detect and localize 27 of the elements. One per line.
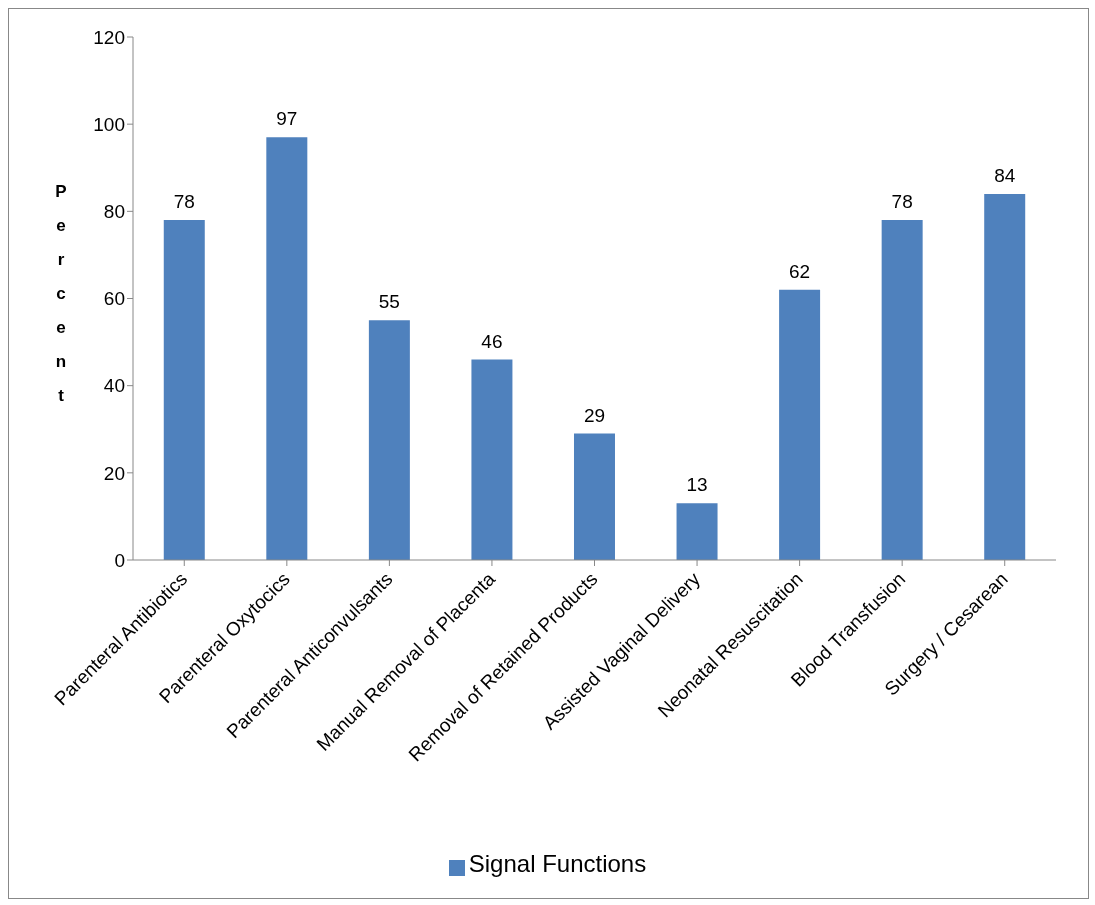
data-label: 97 [276,108,298,130]
data-label: 84 [994,164,1016,186]
bar [163,220,205,560]
data-label: 78 [173,191,195,213]
y-tick-label: 40 [103,375,125,397]
bar [368,320,410,560]
bar [881,220,923,560]
y-tick-label: 20 [103,462,125,484]
legend-label: Signal Functions [468,850,647,877]
data-label: 55 [378,291,400,313]
data-label: 78 [891,191,913,213]
data-label: 46 [481,330,503,352]
bar [984,193,1026,560]
bar [266,137,308,560]
y-tick-label: 100 [93,113,125,135]
data-label: 29 [583,404,606,426]
bar [573,433,615,560]
data-label: 13 [686,474,708,496]
bar [676,503,718,560]
y-axis-title: Percent [55,181,67,405]
y-tick-label: 120 [93,26,125,48]
bar [779,289,821,560]
data-label: 62 [789,260,811,282]
y-tick-label: 80 [103,201,125,223]
bar [471,359,513,560]
y-tick-label: 0 [114,549,125,571]
y-tick-label: 60 [103,288,125,310]
